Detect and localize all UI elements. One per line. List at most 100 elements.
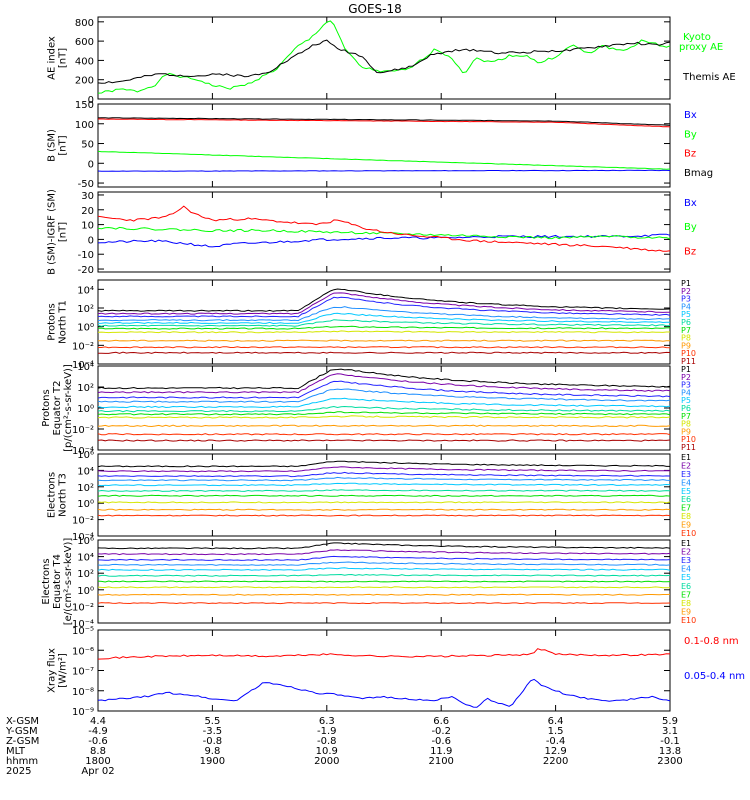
y-axis-label: North T3 <box>58 473 69 517</box>
y-tick-label: 400 <box>75 56 94 67</box>
footer-value: 2000 <box>314 756 339 767</box>
y-tick-label: 10⁻⁵ <box>72 626 94 637</box>
y-tick-label: 10⁰ <box>77 404 94 415</box>
footer-value: -0.8 <box>203 736 223 747</box>
channel-label: P5 <box>681 310 691 319</box>
y-tick-label: -20 <box>78 265 94 276</box>
channel-line-eequator-E3 <box>97 555 671 561</box>
channel-line-enorth-E9 <box>97 508 671 511</box>
y-tick-label: 600 <box>75 37 94 48</box>
y-tick-label: 0 <box>88 235 94 246</box>
y-tick-label: 100 <box>75 120 94 131</box>
footer-value: -0.8 <box>317 736 337 747</box>
channel-label: P11 <box>681 357 696 366</box>
y-tick-label: 10⁻⁴ <box>72 619 94 630</box>
footer-value: 5.9 <box>662 716 678 727</box>
channel-line-pnorth-P11 <box>98 351 671 354</box>
y-tick-label: 10² <box>77 304 94 315</box>
channel-label: E10 <box>681 616 696 625</box>
channel-label: E1 <box>681 453 691 462</box>
y-tick-label: 10⁻² <box>72 602 94 613</box>
channel-label: E10 <box>681 529 696 538</box>
y-tick-label: 10⁴ <box>77 553 94 564</box>
channel-line-eequator-E5 <box>97 567 671 571</box>
channel-label: E6 <box>681 495 691 504</box>
legend-label: proxy AE <box>679 42 723 53</box>
y-tick-label: 0 <box>88 95 94 106</box>
y-tick-label: 10⁰ <box>77 586 94 597</box>
series-line-xray-0 <box>97 648 671 660</box>
legend-label: Kyoto <box>683 32 711 43</box>
channel-label: P4 <box>681 388 691 397</box>
channel-line-enorth-E8 <box>97 501 671 504</box>
channel-line-pequator-P8 <box>97 415 671 419</box>
footer-value: 5.5 <box>204 716 220 727</box>
series-line-ae-0 <box>97 20 671 94</box>
channel-line-pnorth-P7 <box>97 325 670 330</box>
footer-value: -0.6 <box>88 736 108 747</box>
channel-label: P9 <box>681 427 691 436</box>
footer-value: 6.6 <box>433 716 449 727</box>
footer-value: 3.1 <box>662 726 678 737</box>
channel-line-enorth-E3 <box>97 471 671 478</box>
channel-line-eequator-E8 <box>97 586 671 589</box>
footer-row-label: 2025 <box>6 766 31 777</box>
channel-label: P7 <box>681 412 691 421</box>
channel-label: E2 <box>681 461 691 470</box>
channel-label: P2 <box>681 373 691 382</box>
y-tick-label: 10⁻⁴ <box>72 360 94 371</box>
panel-frame-xray <box>97 629 671 712</box>
channel-label: E5 <box>681 573 691 582</box>
channel-line-pnorth-P6 <box>97 319 671 327</box>
footer-value: 6.3 <box>319 716 335 727</box>
channel-label: P7 <box>681 326 691 335</box>
series-line-ae-1 <box>97 39 671 84</box>
footer-row-label: X-GSM <box>6 716 39 727</box>
y-tick-label: 10⁶ <box>77 536 94 547</box>
channel-line-eequator-E6 <box>97 573 671 577</box>
footer-value: -0.6 <box>431 736 451 747</box>
series-line-xray-1 <box>97 678 671 708</box>
y-tick-label: 10 <box>81 221 94 232</box>
legend-label: 0.1-0.8 nm <box>684 636 739 647</box>
footer-value: 10.9 <box>316 746 338 757</box>
y-tick-label: 10² <box>77 383 94 394</box>
y-axis-label: [W/m²] <box>58 653 69 688</box>
y-axis-label: [p/(cm²-s-sr-keV)] <box>63 364 74 452</box>
y-tick-label: 30 <box>81 191 94 202</box>
series-line-bsm-1 <box>97 150 671 170</box>
y-tick-label: 10⁴ <box>77 285 94 296</box>
channel-label: P2 <box>681 287 691 296</box>
footer-value: -0.4 <box>546 736 566 747</box>
footer-value: 2200 <box>543 756 568 767</box>
legend-label: 0.05-0.4 nm <box>684 671 745 682</box>
y-tick-label: -50 <box>78 179 94 190</box>
channel-line-pnorth-P8 <box>97 330 670 334</box>
channel-line-enorth-E1 <box>97 460 670 468</box>
channel-label: P10 <box>681 435 696 444</box>
footer-value: Apr 02 <box>81 766 114 777</box>
channel-line-pnorth-P4 <box>97 306 671 322</box>
y-axis-label: Protons <box>47 303 58 340</box>
y-tick-label: 50 <box>81 140 94 151</box>
footer-value: -0.1 <box>660 736 680 747</box>
y-axis-label: B (SM) <box>47 129 58 162</box>
legend-label: By <box>684 222 697 233</box>
channel-line-eequator-E2 <box>97 549 671 556</box>
y-axis-label: [nT] <box>58 135 69 155</box>
channel-label: E7 <box>681 504 691 513</box>
footer-value: 4.4 <box>90 716 106 727</box>
channel-label: E9 <box>681 607 691 616</box>
channel-line-pnorth-P2 <box>97 292 671 315</box>
channel-label: P3 <box>681 381 691 390</box>
y-tick-label: 150 <box>75 100 94 111</box>
legend-label: Themis AE <box>682 72 736 83</box>
y-tick-label: 10⁻⁴ <box>72 532 94 543</box>
legend-label: Bz <box>684 246 696 257</box>
channel-line-eequator-E1 <box>97 542 671 550</box>
y-axis-label: Protons <box>41 389 52 426</box>
channel-label: E3 <box>681 556 691 565</box>
y-axis-label: [nT] <box>58 222 69 242</box>
legend-label: Bx <box>684 110 697 121</box>
